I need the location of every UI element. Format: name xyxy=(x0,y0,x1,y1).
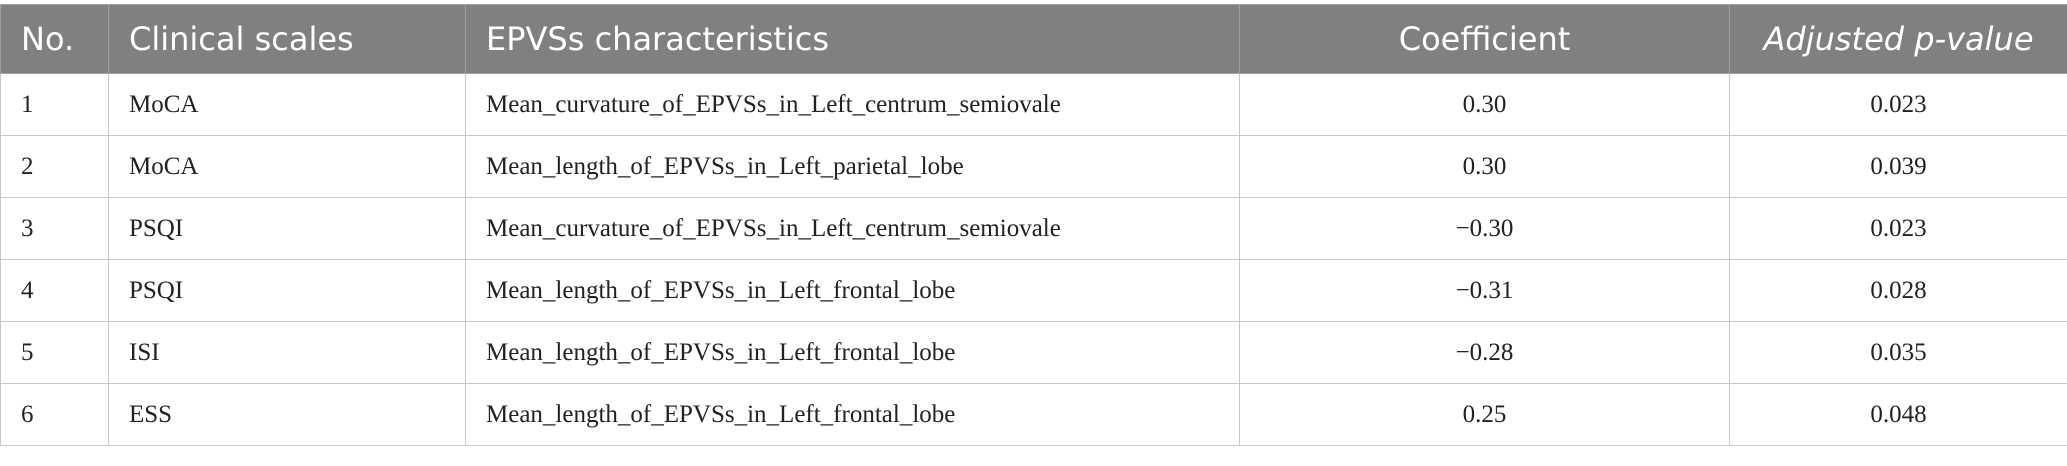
table-cell: PSQI xyxy=(109,198,466,260)
table-cell: 5 xyxy=(1,322,109,384)
table-cell: 2 xyxy=(1,136,109,198)
table-cell: 3 xyxy=(1,198,109,260)
table-cell: Mean_curvature_of_EPVSs_in_Left_centrum_… xyxy=(466,198,1240,260)
table-cell: 0.30 xyxy=(1240,136,1730,198)
table-cell: Mean_length_of_EPVSs_in_Left_frontal_lob… xyxy=(466,322,1240,384)
table-cell: 4 xyxy=(1,260,109,322)
header-cell: Coefficient xyxy=(1240,5,1730,74)
table-cell: −0.28 xyxy=(1240,322,1730,384)
table-cell: PSQI xyxy=(109,260,466,322)
header-cell: Adjusted p-value xyxy=(1730,5,2067,74)
header-cell: EPVSs characteristics xyxy=(466,5,1240,74)
header-cell: Clinical scales xyxy=(109,5,466,74)
table-cell: 0.028 xyxy=(1730,260,2067,322)
table-cell: 0.035 xyxy=(1730,322,2067,384)
table-cell: 1 xyxy=(1,74,109,136)
table-cell: ISI xyxy=(109,322,466,384)
table-cell: 0.023 xyxy=(1730,198,2067,260)
table-cell: MoCA xyxy=(109,74,466,136)
table-cell: Mean_length_of_EPVSs_in_Left_frontal_lob… xyxy=(466,384,1240,446)
table-cell: 0.25 xyxy=(1240,384,1730,446)
table-cell: −0.31 xyxy=(1240,260,1730,322)
table-cell: 0.039 xyxy=(1730,136,2067,198)
table-cell: MoCA xyxy=(109,136,466,198)
table-cell: 0.048 xyxy=(1730,384,2067,446)
table-cell: 0.023 xyxy=(1730,74,2067,136)
table-cell: 6 xyxy=(1,384,109,446)
table-cell: Mean_length_of_EPVSs_in_Left_frontal_lob… xyxy=(466,260,1240,322)
table-cell: 0.30 xyxy=(1240,74,1730,136)
table-cell: Mean_length_of_EPVSs_in_Left_parietal_lo… xyxy=(466,136,1240,198)
header-cell: No. xyxy=(1,5,109,74)
table-cell: −0.30 xyxy=(1240,198,1730,260)
table-cell: Mean_curvature_of_EPVSs_in_Left_centrum_… xyxy=(466,74,1240,136)
table-cell: ESS xyxy=(109,384,466,446)
